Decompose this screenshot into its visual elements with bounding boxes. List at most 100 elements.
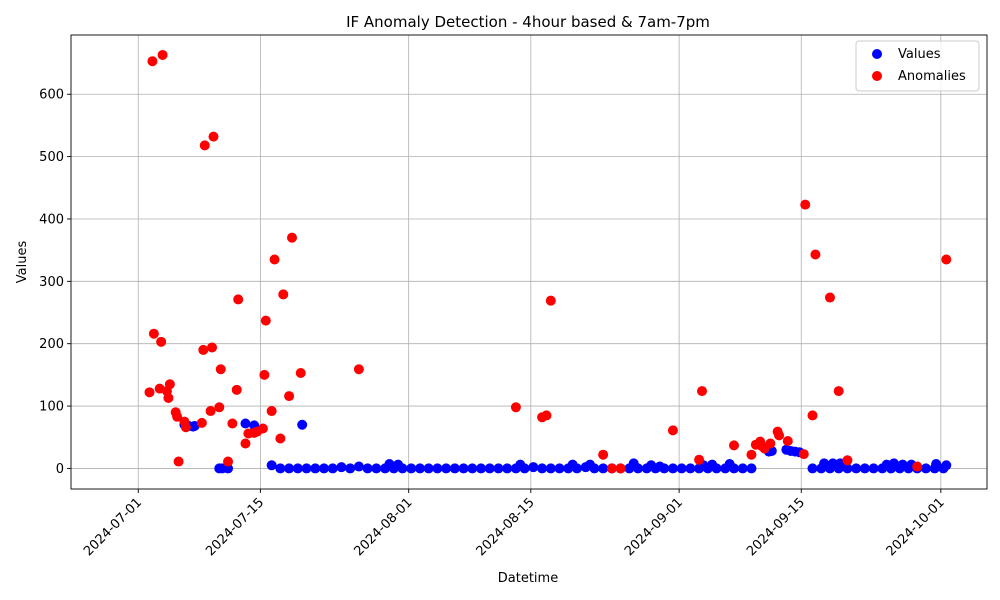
point-values	[266, 460, 277, 471]
point-values	[397, 463, 408, 474]
point-values	[851, 463, 862, 474]
point-anomalies	[810, 249, 821, 260]
point-values	[685, 463, 696, 474]
point-anomalies	[606, 463, 617, 474]
point-anomalies	[148, 328, 159, 339]
point-values	[667, 463, 678, 474]
point-values	[502, 463, 513, 474]
point-anomalies	[172, 411, 183, 422]
y-tick-label: 100	[39, 400, 64, 415]
point-anomalies	[214, 402, 225, 413]
point-values	[476, 463, 487, 474]
point-values	[746, 463, 757, 474]
point-anomalies	[198, 344, 209, 355]
point-anomalies	[173, 456, 184, 467]
point-values	[493, 463, 504, 474]
point-values	[297, 419, 308, 430]
point-anomalies	[798, 449, 809, 460]
point-values	[414, 463, 425, 474]
point-values	[589, 463, 600, 474]
point-values	[729, 463, 740, 474]
point-values	[537, 463, 548, 474]
point-anomalies	[266, 406, 277, 417]
point-values	[931, 459, 942, 470]
point-anomalies	[269, 254, 280, 265]
point-anomalies	[941, 254, 952, 265]
point-anomalies	[199, 140, 210, 151]
point-anomalies	[215, 364, 226, 375]
point-values	[449, 463, 460, 474]
point-values	[301, 463, 312, 474]
point-anomalies	[615, 463, 626, 474]
data-points	[144, 49, 952, 474]
point-anomalies	[207, 342, 218, 353]
point-values	[223, 463, 234, 474]
grid-lines	[71, 35, 987, 489]
point-values	[941, 460, 952, 471]
point-values	[353, 461, 364, 472]
point-values	[371, 463, 382, 474]
point-values	[519, 463, 530, 474]
point-anomalies	[259, 369, 270, 380]
point-anomalies	[694, 454, 705, 465]
point-values	[545, 463, 556, 474]
point-anomalies	[156, 336, 167, 347]
point-anomalies	[275, 433, 286, 444]
point-values	[362, 463, 373, 474]
point-anomalies	[196, 417, 207, 428]
legend-marker-values	[872, 49, 882, 59]
point-anomalies	[260, 315, 271, 326]
point-anomalies	[697, 386, 708, 397]
point-values	[554, 463, 565, 474]
point-values	[659, 463, 670, 474]
point-anomalies	[295, 368, 306, 379]
point-values	[345, 463, 356, 474]
point-values	[458, 463, 469, 474]
y-tick-label: 300	[39, 275, 64, 290]
y-axis-label: Values	[15, 241, 30, 284]
plot-frame	[70, 34, 988, 490]
point-values	[432, 463, 443, 474]
point-anomalies	[233, 294, 244, 305]
y-tick-label: 0	[56, 462, 64, 477]
point-values	[484, 463, 495, 474]
point-values	[528, 462, 539, 473]
point-values	[711, 463, 722, 474]
point-values	[571, 463, 582, 474]
point-values	[633, 463, 644, 474]
y-tick-label: 400	[39, 212, 64, 227]
point-anomalies	[667, 425, 678, 436]
y-tick-label: 600	[39, 88, 64, 103]
point-anomalies	[231, 384, 242, 395]
point-values	[327, 463, 338, 474]
legend-box	[855, 40, 980, 92]
point-values	[423, 463, 434, 474]
point-anomalies	[510, 402, 521, 413]
point-anomalies	[164, 379, 175, 390]
point-anomalies	[180, 422, 191, 433]
y-tick-label: 200	[39, 337, 64, 352]
point-values	[737, 463, 748, 474]
point-values	[807, 463, 818, 474]
point-anomalies	[598, 449, 609, 460]
point-values	[842, 463, 853, 474]
point-anomalies	[208, 131, 219, 142]
point-anomalies	[833, 386, 844, 397]
legend-marker-anomalies	[872, 71, 882, 81]
point-anomalies	[824, 292, 835, 303]
point-anomalies	[774, 430, 785, 441]
point-values	[275, 463, 286, 474]
point-anomalies	[144, 387, 155, 398]
point-anomalies	[278, 289, 289, 300]
point-anomalies	[287, 232, 297, 243]
point-anomalies	[353, 364, 364, 375]
legend-label-values: Values	[898, 47, 941, 62]
point-values	[310, 463, 321, 474]
point-anomalies	[842, 455, 853, 466]
point-values	[868, 463, 879, 474]
x-axis-label: Datetime	[498, 571, 558, 586]
point-anomalies	[807, 410, 818, 421]
point-anomalies	[227, 418, 238, 429]
legend: Values Anomalies	[855, 40, 980, 92]
